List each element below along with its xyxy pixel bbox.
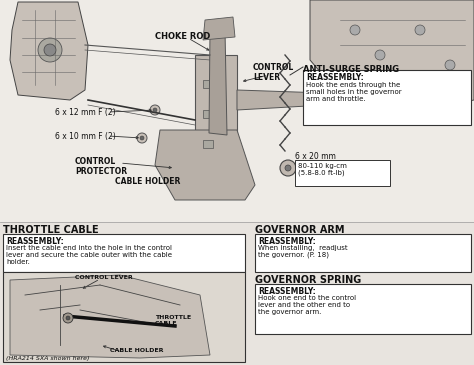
Circle shape bbox=[63, 313, 73, 323]
Polygon shape bbox=[237, 90, 325, 110]
Text: CONTROL
LEVER: CONTROL LEVER bbox=[253, 63, 294, 82]
Circle shape bbox=[153, 108, 157, 112]
Polygon shape bbox=[10, 2, 88, 100]
Polygon shape bbox=[203, 17, 235, 40]
Text: THROTTLE
CABLE: THROTTLE CABLE bbox=[155, 315, 191, 326]
Text: Hook one end to the control
lever and the other end to
the governor arm.: Hook one end to the control lever and th… bbox=[258, 295, 356, 315]
Text: GOVERNOR ARM: GOVERNOR ARM bbox=[255, 225, 345, 235]
Circle shape bbox=[350, 25, 360, 35]
Text: 6 x 10 mm F (2): 6 x 10 mm F (2) bbox=[55, 132, 116, 141]
Circle shape bbox=[140, 136, 144, 140]
Bar bbox=[255, 234, 471, 272]
Bar bbox=[303, 70, 471, 125]
Circle shape bbox=[137, 133, 147, 143]
Text: REASSEMBLY:: REASSEMBLY: bbox=[258, 287, 316, 296]
Text: THROTTLE CABLE: THROTTLE CABLE bbox=[3, 225, 99, 235]
Circle shape bbox=[445, 60, 455, 70]
Text: 6 x 12 mm F (2): 6 x 12 mm F (2) bbox=[55, 108, 116, 117]
Circle shape bbox=[38, 38, 62, 62]
Bar bbox=[203, 80, 213, 88]
Polygon shape bbox=[10, 275, 210, 358]
Text: CONTROL LEVER: CONTROL LEVER bbox=[75, 275, 133, 280]
Text: Insert the cable end into the hole in the control
lever and secure the cable out: Insert the cable end into the hole in th… bbox=[6, 245, 172, 265]
Polygon shape bbox=[310, 0, 474, 115]
Circle shape bbox=[150, 105, 160, 115]
Bar bbox=[0, 0, 474, 222]
Text: Hook the ends through the
small holes in the governor
arm and throttle.: Hook the ends through the small holes in… bbox=[306, 82, 401, 102]
Bar bbox=[255, 284, 471, 334]
Text: CHOKE ROD: CHOKE ROD bbox=[155, 32, 210, 41]
Text: (HRA214 SXA shown here): (HRA214 SXA shown here) bbox=[6, 356, 90, 361]
Text: CABLE HOLDER: CABLE HOLDER bbox=[110, 348, 164, 353]
Circle shape bbox=[285, 165, 291, 171]
Circle shape bbox=[375, 50, 385, 60]
Text: 6 x 20 mm: 6 x 20 mm bbox=[295, 152, 336, 161]
Text: ANTI-SURGE SPRING: ANTI-SURGE SPRING bbox=[303, 65, 399, 74]
Bar bbox=[3, 234, 245, 272]
Polygon shape bbox=[195, 55, 237, 170]
Bar bbox=[295, 160, 390, 186]
Polygon shape bbox=[155, 130, 255, 200]
Bar bbox=[203, 140, 213, 148]
Circle shape bbox=[44, 44, 56, 56]
Text: REASSEMBLY:: REASSEMBLY: bbox=[306, 73, 364, 82]
Polygon shape bbox=[209, 30, 227, 135]
Text: GOVERNOR SPRING: GOVERNOR SPRING bbox=[255, 275, 361, 285]
Text: CONTROL
PROTECTOR: CONTROL PROTECTOR bbox=[75, 157, 127, 176]
Circle shape bbox=[415, 25, 425, 35]
Text: REASSEMBLY:: REASSEMBLY: bbox=[258, 237, 316, 246]
Bar bbox=[203, 110, 213, 118]
Circle shape bbox=[66, 316, 70, 320]
Text: 80-110 kg-cm
(5.8-8.0 ft-lb): 80-110 kg-cm (5.8-8.0 ft-lb) bbox=[298, 163, 347, 177]
Circle shape bbox=[280, 160, 296, 176]
Polygon shape bbox=[415, 75, 470, 115]
Text: When installing,  readjust
the governor. (P. 18): When installing, readjust the governor. … bbox=[258, 245, 347, 258]
Bar bbox=[3, 272, 245, 362]
Text: REASSEMBLY:: REASSEMBLY: bbox=[6, 237, 64, 246]
Text: CABLE HOLDER: CABLE HOLDER bbox=[115, 177, 181, 186]
